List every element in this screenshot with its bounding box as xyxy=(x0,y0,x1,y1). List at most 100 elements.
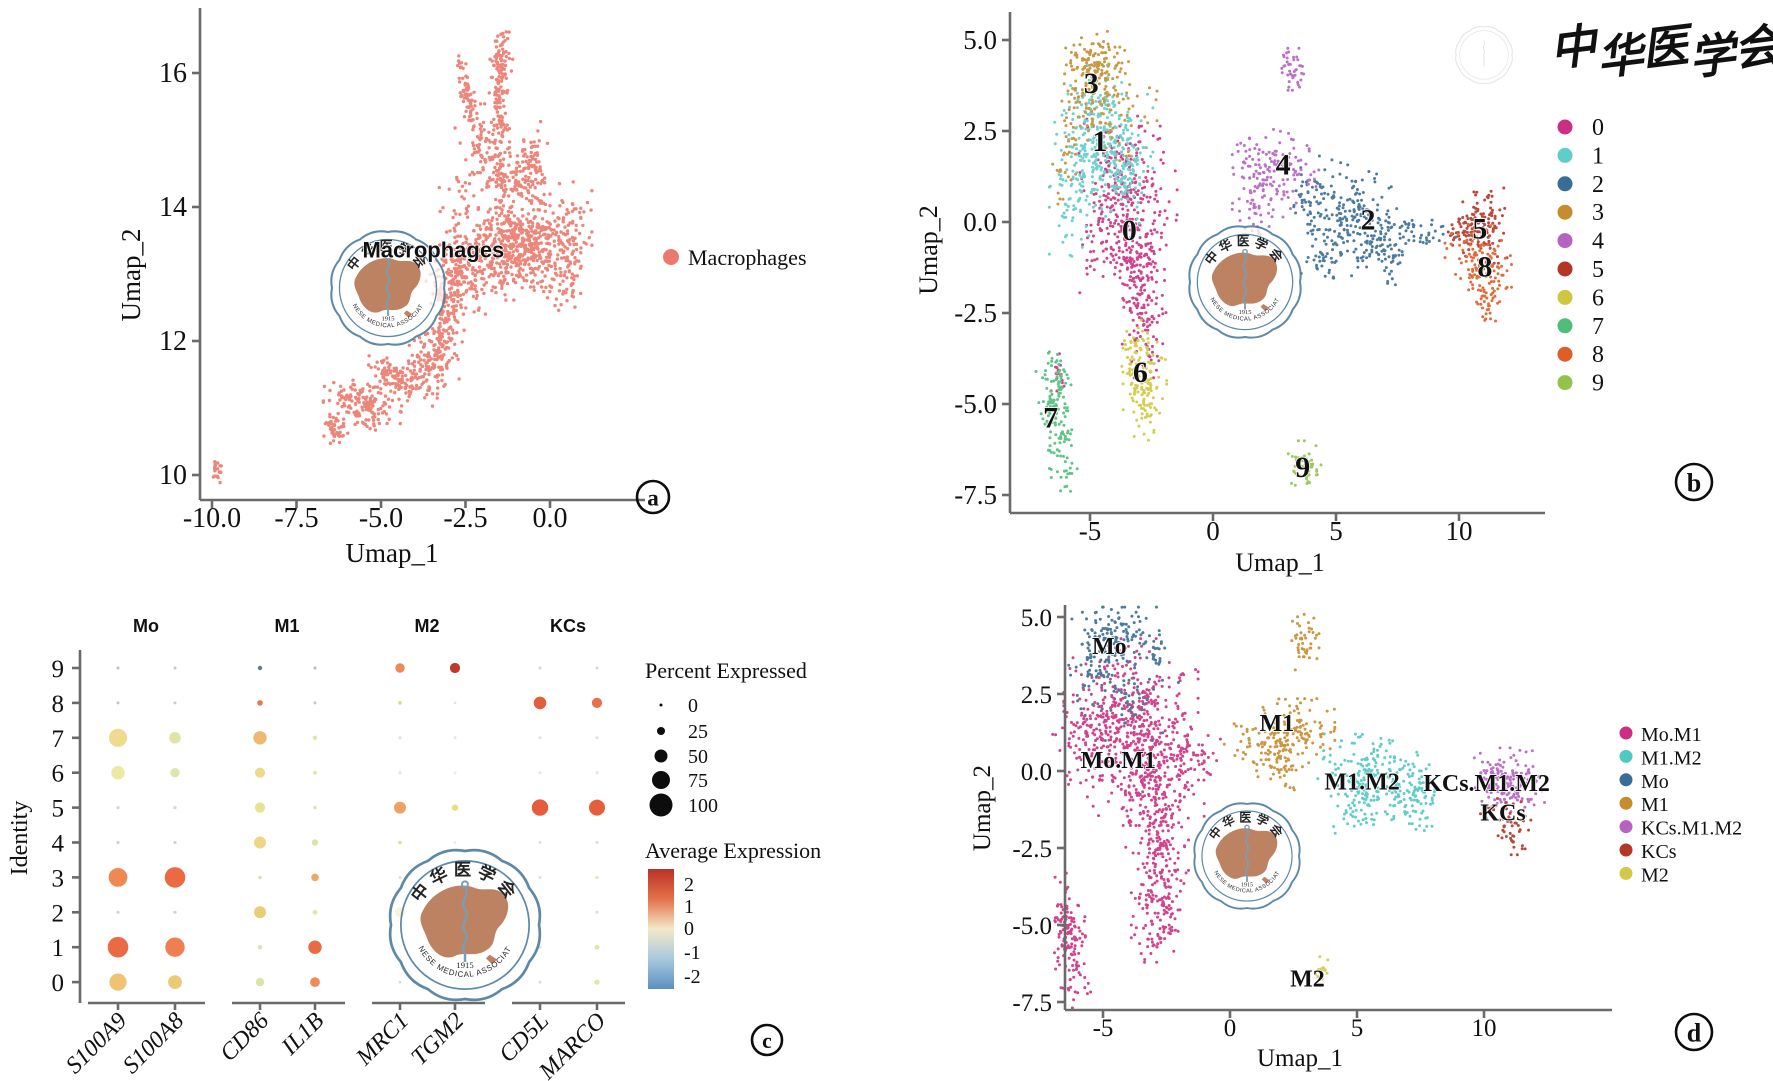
data-point xyxy=(563,270,567,274)
data-point xyxy=(456,59,461,63)
data-point xyxy=(1102,189,1106,193)
data-point xyxy=(425,392,429,397)
data-point xyxy=(1123,72,1127,75)
data-point xyxy=(1307,178,1311,182)
data-point xyxy=(1384,266,1388,270)
data-point xyxy=(1117,222,1120,226)
data-point xyxy=(1074,669,1078,673)
data-point xyxy=(551,211,555,215)
data-point xyxy=(1458,243,1462,247)
data-point xyxy=(324,421,329,425)
data-point xyxy=(1503,206,1507,210)
data-point xyxy=(1121,282,1125,286)
data-point xyxy=(553,219,557,223)
data-point xyxy=(1064,215,1068,219)
dotplot-dot xyxy=(398,736,402,740)
data-point xyxy=(1119,67,1123,71)
data-point xyxy=(1292,173,1296,177)
cluster-label: 4 xyxy=(1276,149,1291,182)
data-point xyxy=(1323,216,1327,220)
data-point xyxy=(1311,244,1314,248)
data-point xyxy=(1143,115,1147,119)
data-point xyxy=(503,172,507,177)
data-point xyxy=(1108,128,1112,132)
data-point xyxy=(458,234,463,238)
data-point xyxy=(1141,283,1145,287)
data-point xyxy=(1462,239,1466,243)
data-point xyxy=(1152,290,1156,294)
data-point xyxy=(1148,650,1151,654)
data-point xyxy=(1325,252,1329,256)
data-point xyxy=(472,245,477,249)
data-point xyxy=(480,287,484,292)
data-point xyxy=(1339,250,1343,254)
data-point xyxy=(1078,182,1082,186)
data-point xyxy=(1302,208,1306,212)
data-point xyxy=(371,415,375,419)
data-point xyxy=(1148,323,1152,327)
data-point xyxy=(1145,195,1149,199)
dotplot-dot xyxy=(595,840,599,845)
data-point xyxy=(1300,64,1304,68)
data-point xyxy=(1307,200,1311,204)
data-point xyxy=(1467,268,1470,272)
data-point xyxy=(1487,193,1491,197)
data-point xyxy=(414,383,419,388)
data-point xyxy=(497,272,501,276)
data-point xyxy=(1152,219,1156,223)
data-point xyxy=(457,377,461,381)
data-point xyxy=(393,374,398,378)
legend-label: 2 xyxy=(1592,172,1604,198)
data-point xyxy=(1128,333,1132,337)
data-point xyxy=(479,130,484,134)
data-point xyxy=(1265,183,1268,187)
dotplot-dot xyxy=(255,977,265,987)
x-tick-label: 0.0 xyxy=(533,503,568,534)
data-point xyxy=(473,99,477,104)
data-point xyxy=(1048,444,1052,448)
cluster-label: 3 xyxy=(1084,67,1099,100)
data-point xyxy=(1155,89,1159,93)
data-point xyxy=(458,260,463,264)
data-point xyxy=(342,388,346,392)
data-point xyxy=(521,160,525,164)
data-point xyxy=(1161,161,1165,165)
data-point xyxy=(1128,154,1132,158)
data-point xyxy=(509,210,514,215)
data-point xyxy=(1111,721,1115,725)
data-point xyxy=(379,391,383,395)
data-point xyxy=(492,117,496,122)
data-point xyxy=(1060,214,1064,218)
data-point xyxy=(469,92,473,96)
data-point xyxy=(507,251,511,255)
legend-dot-icon xyxy=(1557,318,1573,334)
data-point xyxy=(1431,236,1435,240)
data-point xyxy=(446,332,451,336)
data-point xyxy=(1299,192,1303,196)
data-point xyxy=(1351,218,1355,222)
data-point xyxy=(456,357,460,361)
data-point xyxy=(1389,247,1393,251)
data-point xyxy=(1318,214,1322,218)
panel-d-points xyxy=(1051,605,1546,1010)
data-point xyxy=(356,398,360,403)
data-point xyxy=(473,273,477,278)
data-point xyxy=(1129,667,1133,671)
data-point xyxy=(378,379,382,383)
percent-legend-dot-icon xyxy=(649,793,673,817)
data-point xyxy=(1087,202,1091,206)
data-point xyxy=(1093,107,1097,111)
data-point xyxy=(1287,131,1290,135)
data-point xyxy=(1095,257,1099,261)
data-point xyxy=(1145,252,1148,256)
data-point xyxy=(1089,190,1093,194)
data-point xyxy=(551,231,555,236)
data-point xyxy=(1474,193,1478,197)
data-point xyxy=(1066,92,1070,96)
dotplot-dot xyxy=(594,979,600,985)
data-point xyxy=(1112,208,1116,212)
data-point xyxy=(520,241,524,245)
data-point xyxy=(435,357,439,362)
data-point xyxy=(1085,266,1089,270)
data-point xyxy=(1330,213,1334,217)
